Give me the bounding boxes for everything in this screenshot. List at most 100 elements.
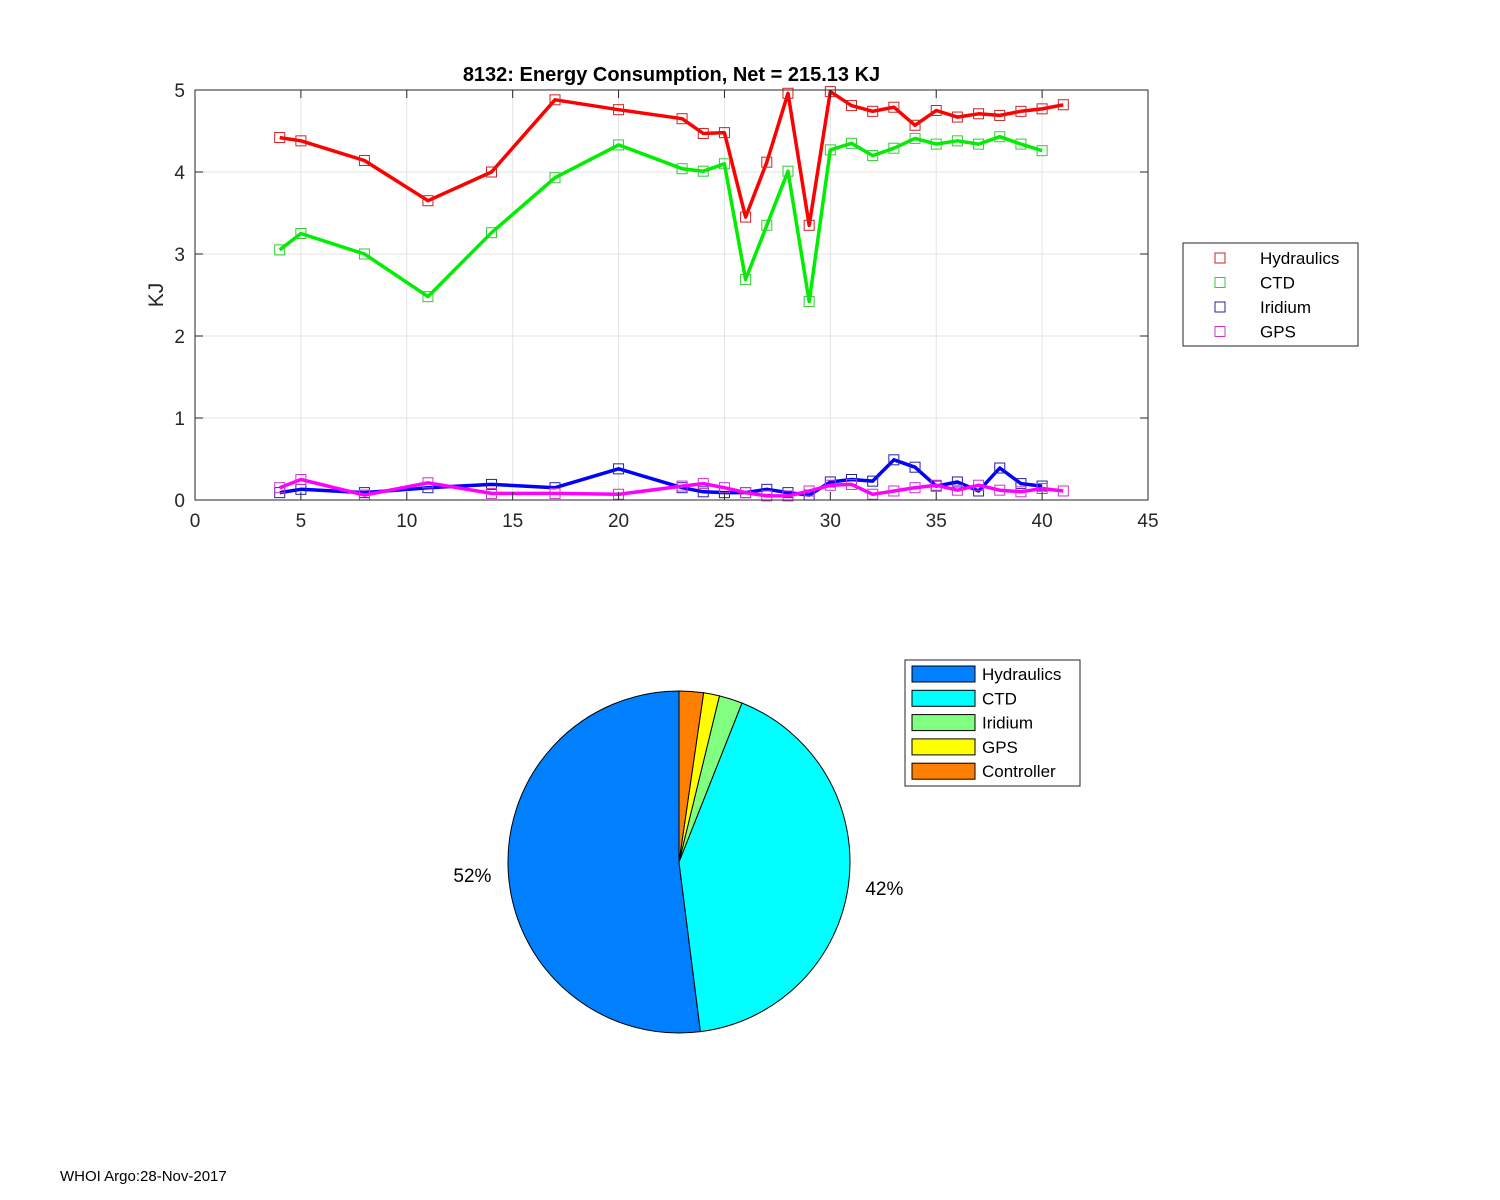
data-point	[951, 484, 963, 496]
series-line	[278, 134, 1043, 304]
data-point	[761, 156, 773, 168]
pie-label: 42%	[865, 879, 903, 900]
y-tick-label: 2	[174, 327, 185, 348]
data-point	[973, 108, 985, 120]
data-point	[613, 104, 625, 116]
data-point	[422, 291, 434, 303]
data-point	[951, 135, 963, 147]
data-point	[295, 474, 307, 485]
legend-marker	[1214, 277, 1226, 288]
data-point	[973, 138, 985, 150]
data-point	[676, 480, 688, 492]
data-point	[1015, 486, 1027, 498]
data-point	[867, 475, 879, 487]
legend-label: Iridium	[1260, 298, 1311, 317]
data-point	[824, 144, 836, 156]
data-point	[951, 111, 963, 123]
data-point	[1015, 105, 1027, 117]
x-tick-label: 40	[1032, 511, 1053, 532]
data-point	[697, 165, 709, 177]
data-point	[613, 463, 625, 475]
legend-swatch	[911, 762, 976, 780]
data-point	[1015, 478, 1027, 490]
series-line	[279, 89, 1064, 228]
legend-box	[1182, 242, 1359, 347]
data-point	[846, 100, 858, 112]
x-tick-label: 30	[820, 511, 841, 532]
data-point	[274, 244, 286, 256]
data-point	[485, 166, 497, 178]
y-tick-label: 4	[174, 163, 185, 184]
series-line	[279, 458, 1043, 497]
data-point	[613, 139, 625, 151]
data-point	[888, 485, 900, 497]
legend-label: CTD	[982, 689, 1017, 708]
data-point	[485, 478, 497, 490]
data-point	[718, 158, 730, 170]
legend-marker	[1214, 252, 1226, 264]
line-legend: Hydraulics CTD Iridium GPS	[1182, 242, 1359, 347]
data-point	[973, 479, 985, 491]
data-point	[422, 477, 434, 489]
data-point	[1036, 103, 1048, 115]
series-hydraulics	[274, 86, 1069, 231]
legend-marker	[1214, 326, 1226, 337]
x-tick-label: 5	[296, 511, 307, 532]
x-tick-label: 45	[1137, 511, 1158, 532]
data-point	[782, 490, 794, 502]
data-point	[1015, 138, 1027, 150]
legend-label: GPS	[1260, 323, 1296, 342]
legend-swatch	[911, 714, 976, 732]
x-tick-label: 20	[608, 511, 629, 532]
series-ctd	[274, 131, 1048, 308]
legend-label: Iridium	[982, 714, 1033, 733]
data-point	[909, 132, 921, 144]
data-point	[803, 485, 815, 497]
data-point	[718, 127, 730, 139]
data-point	[295, 228, 307, 239]
data-point	[867, 488, 879, 500]
pie-label: 52%	[453, 866, 491, 887]
data-point	[930, 138, 942, 150]
pie-chart: 52% 42% Hydraulics CTD Iridium GPS Controller	[453, 659, 1081, 1034]
y-tick-label: 1	[174, 409, 185, 430]
legend-swatch	[911, 665, 976, 683]
series-gps	[274, 474, 1069, 502]
data-point	[274, 132, 286, 144]
x-tick-label: 25	[714, 511, 735, 532]
legend-marker	[1214, 301, 1226, 313]
data-point	[994, 484, 1006, 496]
y-tick-label: 5	[174, 81, 185, 102]
data-point	[867, 150, 879, 162]
data-point	[846, 137, 858, 149]
pie-slice-controller	[678, 690, 705, 863]
legend-label: Controller	[982, 762, 1056, 781]
data-point	[888, 101, 900, 113]
data-point	[761, 219, 773, 231]
legend-swatch	[911, 689, 976, 707]
footer-text: WHOI Argo:28-Nov-2017	[60, 1168, 227, 1185]
pie-legend: Hydraulics CTD Iridium GPS Controller	[904, 659, 1081, 787]
data-point	[951, 476, 963, 488]
data-point	[909, 482, 921, 494]
data-point	[803, 219, 815, 231]
data-point	[740, 487, 752, 499]
data-point	[888, 142, 900, 154]
data-point	[358, 248, 370, 260]
data-point	[295, 135, 307, 147]
y-tick-label: 3	[174, 245, 185, 266]
data-point	[358, 155, 370, 167]
data-point	[274, 482, 286, 494]
data-point	[676, 113, 688, 125]
y-tick-label: 0	[174, 491, 185, 512]
x-tick-label: 15	[502, 511, 523, 532]
data-point	[782, 165, 794, 177]
data-point	[994, 462, 1006, 474]
legend-swatch	[911, 738, 976, 756]
chart-title: 8132: Energy Consumption, Net = 215.13 K…	[463, 64, 880, 86]
pie-slice-ctd	[678, 702, 851, 1033]
x-tick-label: 0	[190, 511, 201, 532]
data-point	[549, 94, 561, 106]
